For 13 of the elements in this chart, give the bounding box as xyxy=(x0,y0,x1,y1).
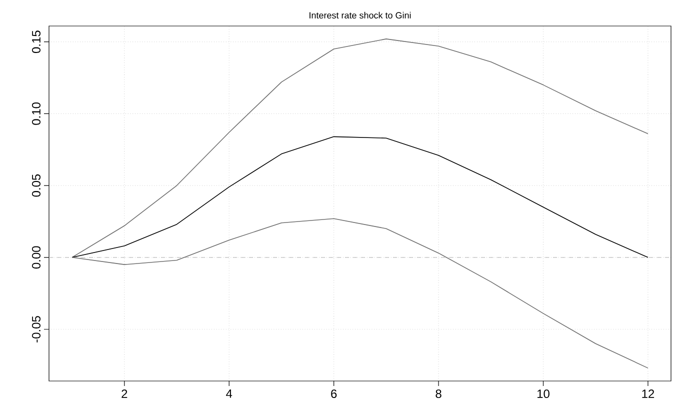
y-tick-label: 0.15 xyxy=(32,30,40,54)
y-tick-label: 0.10 xyxy=(32,102,40,125)
y-tick-label: -0.05 xyxy=(32,316,40,342)
x-tick-label: 10 xyxy=(538,390,550,398)
y-tick-label: 0.05 xyxy=(32,174,40,197)
x-tick-label: 2 xyxy=(122,390,128,398)
x-tick-label: 12 xyxy=(642,390,654,398)
chart-title: Interest rate shock to Gini xyxy=(310,12,411,19)
y-tick-label: 0.00 xyxy=(32,246,40,269)
line-series xyxy=(72,136,648,258)
x-tick-label: 6 xyxy=(331,390,337,398)
x-tick-label: 4 xyxy=(226,390,232,398)
x-tick-label: 8 xyxy=(436,390,442,398)
